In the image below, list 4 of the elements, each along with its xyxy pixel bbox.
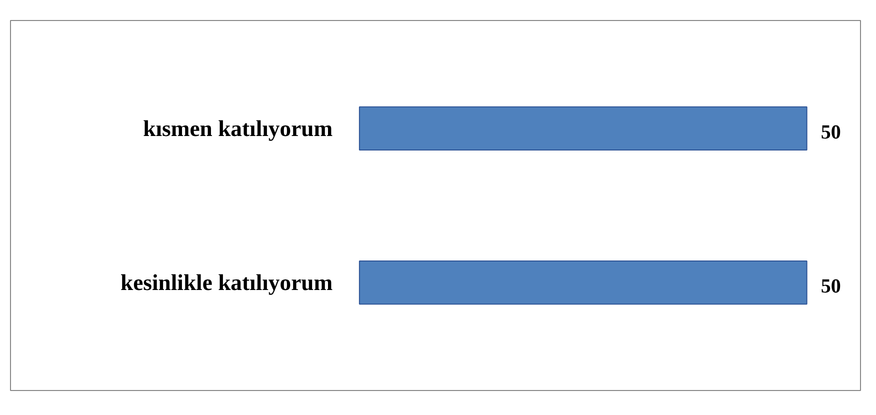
data-label: 50 xyxy=(820,121,841,144)
data-label: 50 xyxy=(820,276,841,298)
y-tick-label: kısmen katılıyorum xyxy=(143,116,333,141)
y-tick-label: kesinlikle katılıyorum xyxy=(120,270,333,296)
